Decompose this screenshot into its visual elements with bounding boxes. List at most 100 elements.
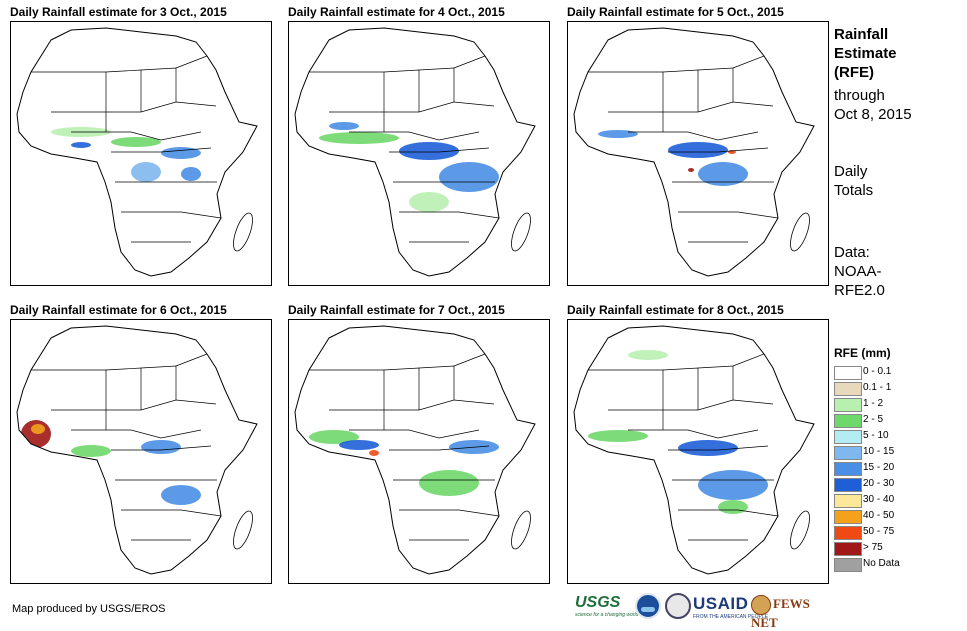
rainfall-layer — [51, 127, 201, 182]
rainfall-patch — [439, 162, 499, 192]
legend-swatch — [834, 366, 862, 380]
sidebar-daily: Daily — [834, 163, 868, 180]
sidebar-heading-estimate: Estimate — [834, 45, 897, 62]
country-border — [349, 131, 480, 141]
panel-title: Daily Rainfall estimate for 8 Oct., 2015 — [567, 303, 784, 317]
country-border — [668, 445, 769, 451]
logo-strip: USGS science for a changing world USAID … — [575, 592, 825, 630]
country-border — [31, 71, 107, 132]
legend-label: 30 - 40 — [863, 494, 895, 505]
country-border — [399, 211, 500, 219]
rainfall-layer — [21, 420, 241, 574]
legend-label: 20 - 30 — [863, 478, 895, 489]
country-border — [105, 367, 142, 410]
panel-title: Daily Rainfall estimate for 4 Oct., 2015 — [288, 5, 505, 19]
country-border — [140, 365, 177, 400]
legend-swatch — [834, 558, 862, 572]
country-border — [175, 55, 208, 69]
government-seal-icon — [665, 593, 691, 619]
legend-label: 40 - 50 — [863, 510, 895, 521]
country-border — [453, 353, 486, 367]
legend-label: 50 - 75 — [863, 526, 895, 537]
sidebar-through-date: Oct 8, 2015 — [834, 106, 912, 123]
legend-swatch — [834, 382, 862, 396]
africa-outline — [16, 325, 258, 575]
country-border — [111, 147, 212, 153]
legend-swatch — [834, 462, 862, 476]
country-border — [628, 429, 759, 439]
rainfall-patch — [598, 130, 638, 138]
legend-label: No Data — [863, 558, 900, 569]
country-border — [383, 69, 420, 112]
rainfall-map — [10, 21, 272, 286]
legend-item: 20 - 30 — [834, 477, 954, 492]
rainfall-patch — [628, 350, 668, 360]
rainfall-patch — [688, 168, 694, 172]
africa-map-svg — [16, 325, 258, 575]
fews-net-logo: FEWS NET — [751, 595, 825, 631]
rainfall-layer — [588, 350, 768, 514]
country-border — [121, 509, 222, 517]
legend-item: 2 - 5 — [834, 413, 954, 428]
legend-label: > 75 — [863, 542, 883, 553]
map-panel-oct-4: Daily Rainfall estimate for 4 Oct., 2015 — [288, 5, 550, 286]
country-border — [697, 365, 734, 400]
country-border — [309, 369, 385, 430]
africa-map-svg — [294, 325, 536, 575]
rainfall-map — [567, 319, 829, 584]
country-border — [389, 445, 490, 451]
legend-item: 15 - 20 — [834, 461, 954, 476]
rainfall-patch — [309, 430, 359, 444]
country-border — [31, 369, 107, 430]
madagascar-outline — [233, 212, 253, 252]
sidebar-through: through — [834, 87, 885, 104]
madagascar-outline — [511, 510, 531, 550]
legend-label: 1 - 2 — [863, 398, 884, 409]
rainfall-patch — [339, 440, 379, 450]
legend-swatch — [834, 542, 862, 556]
country-border — [121, 211, 222, 219]
country-border — [329, 399, 495, 411]
legend-swatch — [834, 478, 862, 492]
legend-swatch — [834, 526, 862, 540]
legend-label: 0 - 0.1 — [863, 366, 892, 377]
country-border — [175, 353, 208, 367]
legend-label: 5 - 10 — [863, 430, 889, 441]
country-border — [349, 429, 480, 439]
legend-item: 0.1 - 1 — [834, 381, 954, 396]
africa-outline — [294, 27, 536, 277]
sidebar-data-source-2: RFE2.0 — [834, 282, 885, 299]
country-border — [678, 509, 779, 517]
country-border — [140, 67, 177, 102]
panel-title: Daily Rainfall estimate for 7 Oct., 2015 — [288, 303, 505, 317]
rainfall-map — [288, 319, 550, 584]
rainfall-map — [567, 21, 829, 286]
rainfall-patch — [21, 420, 51, 448]
map-panel-oct-6: Daily Rainfall estimate for 6 Oct., 2015 — [10, 303, 272, 584]
rainfall-patch — [181, 167, 201, 181]
sidebar-heading-rainfall: Rainfall — [834, 26, 889, 43]
rainfall-map — [288, 21, 550, 286]
country-border — [399, 509, 500, 517]
country-border — [697, 67, 734, 102]
rainfall-patch — [668, 142, 728, 158]
legend-item: 10 - 15 — [834, 445, 954, 460]
sidebar-data-source-1: NOAA- — [834, 263, 882, 280]
legend-swatch — [834, 494, 862, 508]
africa-outline — [573, 325, 815, 575]
country-border — [678, 211, 779, 219]
sidebar-data-label: Data: — [834, 244, 870, 261]
rainfall-patch — [698, 470, 768, 500]
africa-map-svg — [573, 27, 815, 277]
africa-outline — [294, 325, 536, 575]
country-border — [71, 429, 202, 439]
map-panel-oct-5: Daily Rainfall estimate for 5 Oct., 2015 — [567, 5, 829, 286]
rainfall-patch — [698, 162, 748, 186]
rainfall-patch — [329, 122, 359, 130]
legend-item: 30 - 40 — [834, 493, 954, 508]
country-border — [329, 101, 495, 113]
rainfall-patch — [309, 262, 369, 272]
rainfall-patch — [141, 440, 181, 454]
sidebar-heading-rfe: (RFE) — [834, 64, 874, 81]
rainfall-patch — [419, 470, 479, 496]
